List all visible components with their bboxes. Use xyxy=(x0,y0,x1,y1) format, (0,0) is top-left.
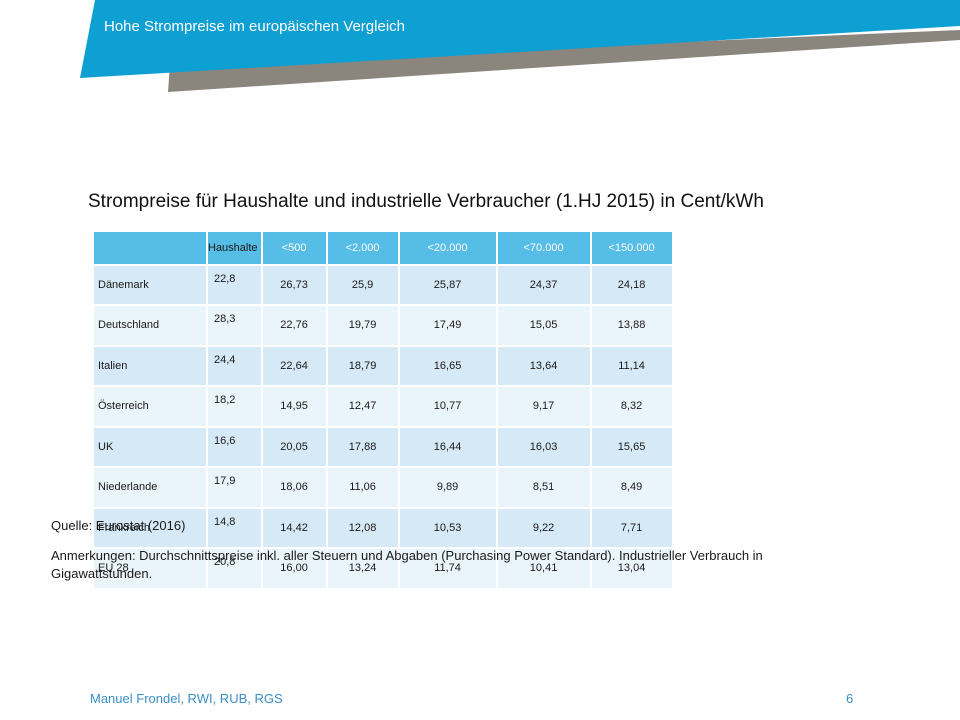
header-cell-lt150000: <150.000 xyxy=(589,230,674,266)
table-cell-country: Österreich xyxy=(92,385,208,428)
table-cell: 13,24 xyxy=(325,547,400,590)
table-cell: 12,47 xyxy=(325,385,400,428)
table-cell: 14,42 xyxy=(260,506,328,549)
table-cell-country: UK xyxy=(92,425,208,468)
table-cell: 13,04 xyxy=(589,547,674,590)
table-cell: 12,08 xyxy=(325,506,400,549)
table-cell: 8,49 xyxy=(589,466,674,509)
table-cell: 10,41 xyxy=(495,547,592,590)
table-cell-country: Deutschland xyxy=(92,304,208,347)
slide-heading: Strompreise für Haushalte und industriel… xyxy=(88,191,764,212)
price-table: Haushalte <500 <2.000 <20.000 <70.000 <1… xyxy=(92,230,674,590)
table-cell: 18,79 xyxy=(325,344,400,387)
page-number: 6 xyxy=(846,691,854,706)
header-cell-lt2000: <2.000 xyxy=(325,230,400,266)
table-cell: 28,3 xyxy=(206,304,263,347)
table-cell: 14,8 xyxy=(206,506,263,549)
header-cell-lt20000: <20.000 xyxy=(397,230,498,266)
table-cell-country: Frankreich xyxy=(92,506,208,549)
banner-shape xyxy=(80,0,960,92)
table-cell: 22,64 xyxy=(260,344,328,387)
table-cell: 10,53 xyxy=(397,506,498,549)
table-row: Österreich 18,2 14,95 12,47 10,77 9,17 8… xyxy=(92,385,674,428)
table-cell-country: EU 28 xyxy=(92,547,208,590)
table-cell: 11,74 xyxy=(397,547,498,590)
banner-blue-band xyxy=(80,0,960,78)
table-cell: 19,79 xyxy=(325,304,400,347)
table-cell: 24,37 xyxy=(495,263,592,306)
table-row: Deutschland 28,3 22,76 19,79 17,49 15,05… xyxy=(92,304,674,347)
table-cell: 16,6 xyxy=(206,425,263,468)
footer-author: Manuel Frondel, RWI, RUB, RGS xyxy=(90,691,283,706)
table-cell: 20,05 xyxy=(260,425,328,468)
table-cell-country: Niederlande xyxy=(92,466,208,509)
table-row: Dänemark 22,8 26,73 25,9 25,87 24,37 24,… xyxy=(92,263,674,306)
table-cell: 26,73 xyxy=(260,263,328,306)
table-cell: 11,14 xyxy=(589,344,674,387)
header-cell-households: Haushalte xyxy=(206,230,263,266)
table-cell: 8,51 xyxy=(495,466,592,509)
table-cell: 13,88 xyxy=(589,304,674,347)
table-cell: 16,44 xyxy=(397,425,498,468)
banner-gray-stripe xyxy=(168,30,960,92)
table-cell-country: Dänemark xyxy=(92,263,208,306)
table-cell: 9,22 xyxy=(495,506,592,549)
table-cell: 14,95 xyxy=(260,385,328,428)
table-cell: 7,71 xyxy=(589,506,674,549)
table-cell: 8,32 xyxy=(589,385,674,428)
table-row: EU 28 20,8 16,00 13,24 11,74 10,41 13,04 xyxy=(92,547,674,590)
table-cell: 10,77 xyxy=(397,385,498,428)
table-cell: 18,2 xyxy=(206,385,263,428)
table-row: Italien 24,4 22,64 18,79 16,65 13,64 11,… xyxy=(92,344,674,387)
table-cell: 25,9 xyxy=(325,263,400,306)
header-cell-lt70000: <70.000 xyxy=(495,230,592,266)
header-cell-blank xyxy=(92,230,208,266)
table-cell: 24,4 xyxy=(206,344,263,387)
header-banner: Hohe Strompreise im europäischen Verglei… xyxy=(0,0,960,95)
table-row: UK 16,6 20,05 17,88 16,44 16,03 15,65 xyxy=(92,425,674,468)
header-cell-lt500: <500 xyxy=(260,230,328,266)
source-note: Quelle: Eurostat (2016) xyxy=(51,518,186,533)
table-cell: 24,18 xyxy=(589,263,674,306)
banner-title: Hohe Strompreise im europäischen Verglei… xyxy=(104,18,405,35)
table-cell: 16,65 xyxy=(397,344,498,387)
table-cell: 9,17 xyxy=(495,385,592,428)
remarks-note: Anmerkungen: Durchschnittspreise inkl. a… xyxy=(51,548,763,581)
table-cell: 18,06 xyxy=(260,466,328,509)
table-cell: 22,76 xyxy=(260,304,328,347)
table-cell: 13,64 xyxy=(495,344,592,387)
table-cell: 17,9 xyxy=(206,466,263,509)
table-cell: 15,05 xyxy=(495,304,592,347)
table-cell-country: Italien xyxy=(92,344,208,387)
table-header-row: Haushalte <500 <2.000 <20.000 <70.000 <1… xyxy=(92,230,674,266)
table-cell: 16,03 xyxy=(495,425,592,468)
table-cell: 11,06 xyxy=(325,466,400,509)
table-cell: 15,65 xyxy=(589,425,674,468)
table-cell: 9,89 xyxy=(397,466,498,509)
table-cell: 16,00 xyxy=(260,547,328,590)
table-cell: 17,49 xyxy=(397,304,498,347)
table-cell: 22,8 xyxy=(206,263,263,306)
table-row: Niederlande 17,9 18,06 11,06 9,89 8,51 8… xyxy=(92,466,674,509)
table-cell: 17,88 xyxy=(325,425,400,468)
table-cell: 20,8 xyxy=(206,547,263,590)
table-cell: 25,87 xyxy=(397,263,498,306)
table-row: Frankreich 14,8 14,42 12,08 10,53 9,22 7… xyxy=(92,506,674,549)
